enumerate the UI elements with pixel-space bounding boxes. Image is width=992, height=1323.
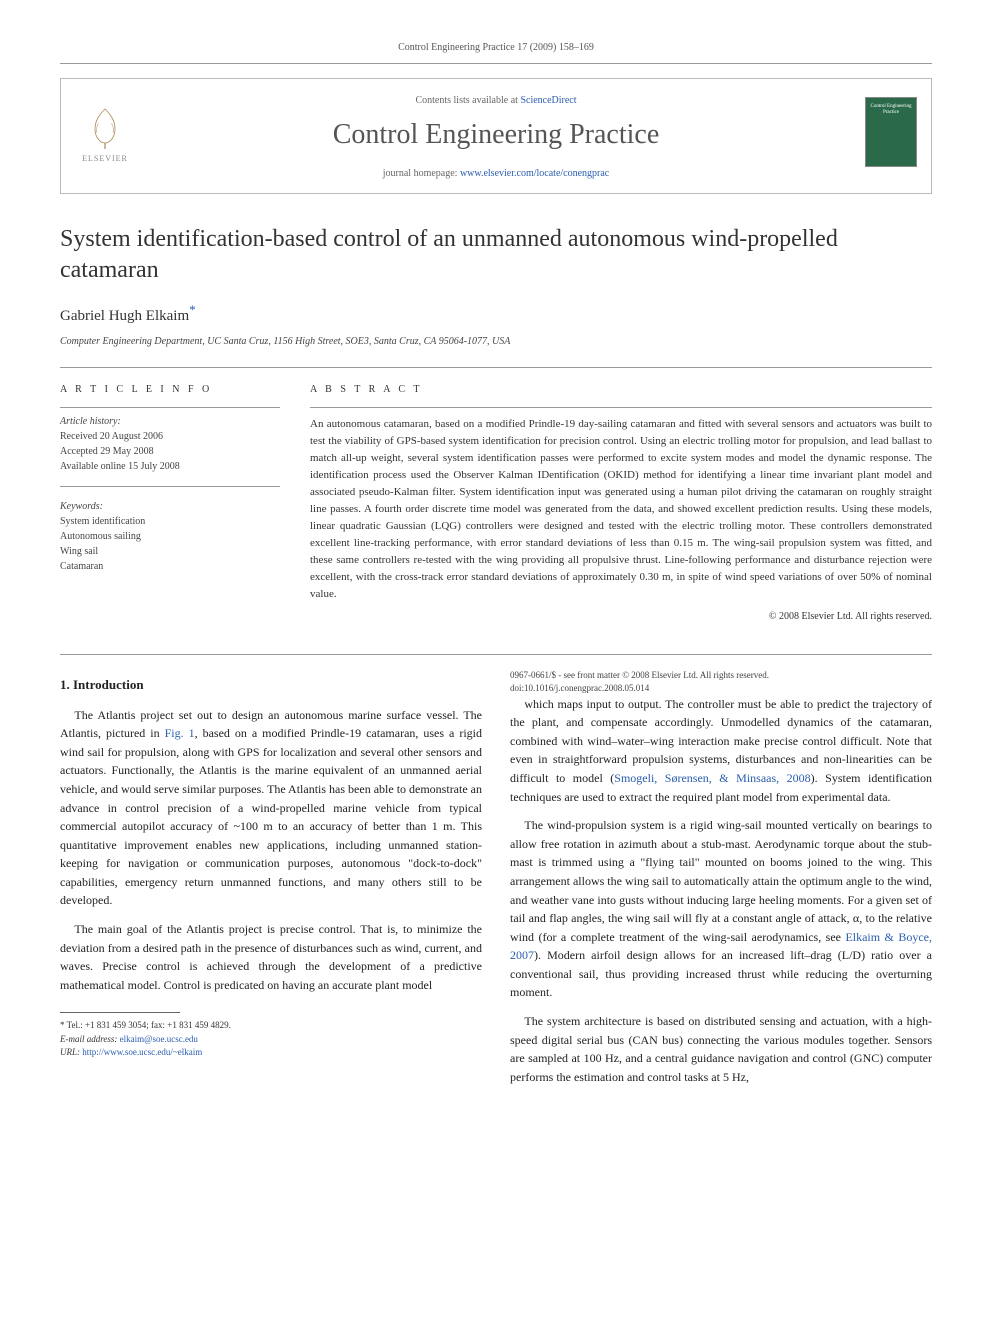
abstract-text: An autonomous catamaran, based on a modi… (310, 416, 932, 604)
keyword-0: System identification (60, 514, 280, 529)
elsevier-logo-text: ELSEVIER (82, 153, 128, 165)
history-label: Article history: (60, 414, 280, 429)
para-5: The system architecture is based on dist… (510, 1012, 932, 1086)
abstract-copyright: © 2008 Elsevier Ltd. All rights reserved… (310, 609, 932, 624)
journal-header-box: ELSEVIER Control Engineering Practice Co… (60, 78, 932, 194)
abstract-rule (310, 407, 932, 408)
contents-prefix: Contents lists available at (415, 95, 520, 106)
section-rule-2 (60, 654, 932, 655)
info-rule-2 (60, 486, 280, 487)
corresponding-author-marker: * (189, 302, 196, 317)
url-label: URL: (60, 1047, 82, 1057)
para-4b: ). Modern airfoil design allows for an i… (510, 948, 932, 999)
section-rule (60, 367, 932, 368)
ref-smogeli-link[interactable]: Smogeli, Sørensen, & Minsaas, 2008 (614, 771, 810, 785)
article-info-column: A R T I C L E I N F O Article history: R… (60, 382, 280, 625)
footer-doi: doi:10.1016/j.conengprac.2008.05.014 (510, 682, 932, 695)
para-4: The wind-propulsion system is a rigid wi… (510, 816, 932, 1002)
keyword-1: Autonomous sailing (60, 529, 280, 544)
author-url-link[interactable]: http://www.soe.ucsc.edu/~elkaim (82, 1047, 202, 1057)
para-2: The main goal of the Atlantis project is… (60, 920, 482, 994)
keyword-2: Wing sail (60, 544, 280, 559)
footnotes: * Tel.: +1 831 459 3054; fax: +1 831 459… (60, 1019, 482, 1060)
footer-front-matter: 0967-0661/$ - see front matter © 2008 El… (510, 669, 932, 694)
journal-title: Control Engineering Practice (79, 114, 913, 156)
homepage-prefix: journal homepage: (383, 168, 460, 179)
elsevier-logo: ELSEVIER (75, 99, 135, 169)
keyword-3: Catamaran (60, 559, 280, 574)
sciencedirect-link[interactable]: ScienceDirect (520, 95, 576, 106)
info-rule (60, 407, 280, 408)
abstract-column: A B S T R A C T An autonomous catamaran,… (310, 382, 932, 625)
section-1-heading: 1. Introduction (60, 675, 482, 695)
top-rule (60, 63, 932, 64)
author-line: Gabriel Hugh Elkaim* (60, 300, 932, 328)
contents-available-line: Contents lists available at ScienceDirec… (79, 93, 913, 108)
article-info-heading: A R T I C L E I N F O (60, 382, 280, 397)
journal-cover-thumbnail: Control Engineering Practice (865, 97, 917, 167)
running-header: Control Engineering Practice 17 (2009) 1… (60, 40, 932, 55)
footnote-url: URL: http://www.soe.ucsc.edu/~elkaim (60, 1046, 482, 1060)
accepted-date: Accepted 29 May 2008 (60, 444, 280, 459)
homepage-link[interactable]: www.elsevier.com/locate/conengprac (460, 168, 609, 179)
footnote-tel: * Tel.: +1 831 459 3054; fax: +1 831 459… (60, 1019, 482, 1033)
email-label: E-mail address: (60, 1034, 120, 1044)
para-4a: The wind-propulsion system is a rigid wi… (510, 818, 932, 944)
keywords-label: Keywords: (60, 499, 280, 514)
author-name: Gabriel Hugh Elkaim (60, 308, 189, 324)
fig1-link[interactable]: Fig. 1 (165, 726, 195, 740)
online-date: Available online 15 July 2008 (60, 459, 280, 474)
email-link[interactable]: elkaim@soe.ucsc.edu (120, 1034, 198, 1044)
footnote-rule (60, 1012, 180, 1013)
footnote-email: E-mail address: elkaim@soe.ucsc.edu (60, 1033, 482, 1047)
tel-text: * Tel.: +1 831 459 3054; fax: +1 831 459… (60, 1020, 231, 1030)
body-text: 1. Introduction The Atlantis project set… (60, 669, 932, 1086)
footer-line-1: 0967-0661/$ - see front matter © 2008 El… (510, 669, 932, 682)
elsevier-tree-icon (81, 103, 129, 151)
para-1: The Atlantis project set out to design a… (60, 706, 482, 911)
affiliation: Computer Engineering Department, UC Sant… (60, 334, 932, 349)
abstract-heading: A B S T R A C T (310, 382, 932, 397)
para-1b: , based on a modified Prindle-19 catamar… (60, 726, 482, 907)
article-title: System identification-based control of a… (60, 224, 932, 286)
received-date: Received 20 August 2006 (60, 429, 280, 444)
cover-thumb-text: Control Engineering Practice (866, 104, 916, 116)
homepage-line: journal homepage: www.elsevier.com/locat… (79, 166, 913, 181)
para-3: which maps input to output. The controll… (510, 695, 932, 807)
